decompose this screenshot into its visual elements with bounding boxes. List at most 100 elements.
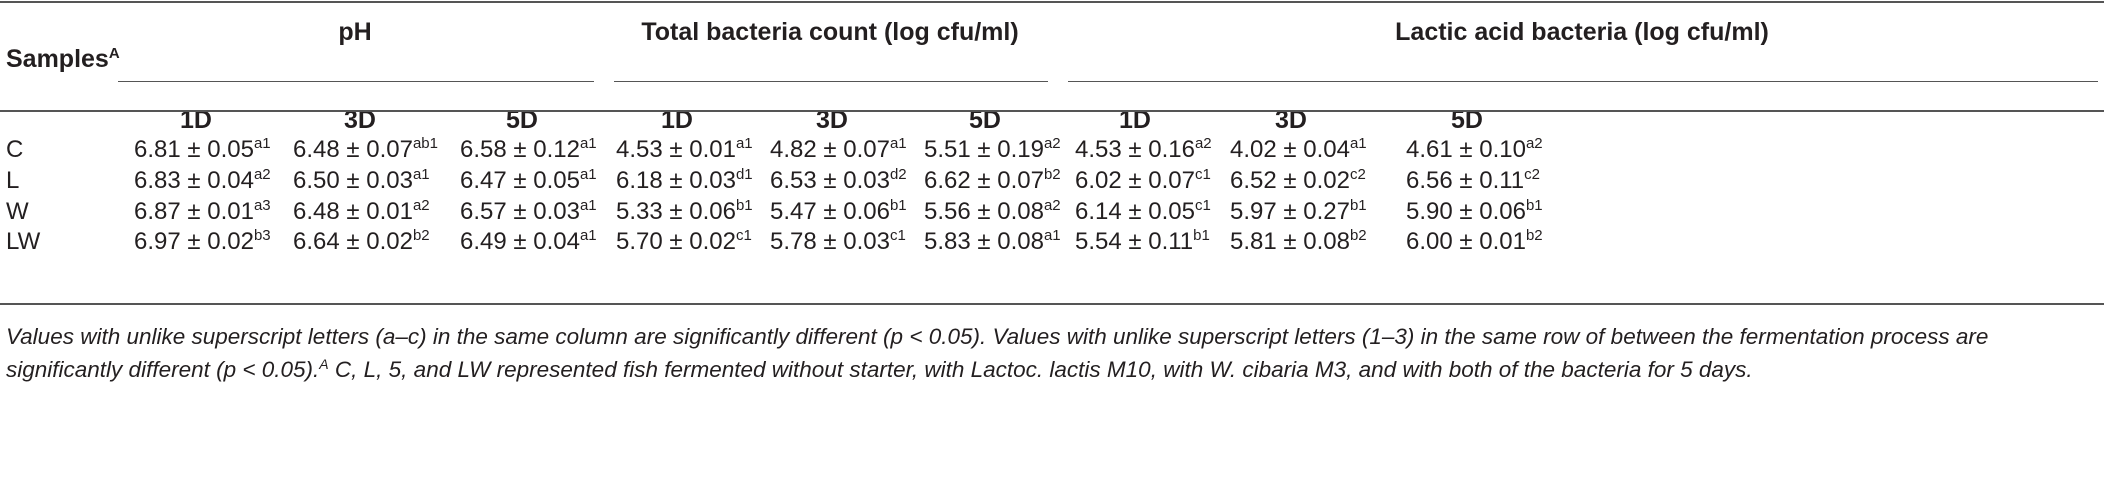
table-cell: 6.53 ± 0.03d2	[770, 167, 907, 195]
cell-superscript: c1	[1194, 166, 1211, 183]
cell-superscript: a1	[579, 197, 597, 214]
row-label: LW	[6, 228, 41, 255]
table-cell: 4.53 ± 0.01a1	[616, 136, 753, 164]
table-cell: 4.53 ± 0.16a2	[1075, 136, 1212, 164]
cell-superscript: c2	[1349, 166, 1366, 183]
cell-value: 6.56 ± 0.11	[1406, 167, 1525, 194]
table-cell: 6.14 ± 0.05c1	[1075, 198, 1211, 226]
cell-value: 5.47 ± 0.06	[770, 198, 890, 225]
table-cell: 6.83 ± 0.04a2	[134, 167, 271, 195]
cell-superscript: a1	[253, 135, 271, 152]
table-cell: 5.70 ± 0.02c1	[616, 228, 752, 256]
cell-value: 6.97 ± 0.02	[134, 228, 254, 255]
cell-superscript: b1	[1525, 197, 1543, 214]
cell-value: 6.49 ± 0.04	[460, 228, 580, 255]
table-cell: 5.90 ± 0.06b1	[1406, 198, 1543, 226]
table-cell: 5.54 ± 0.11b1	[1075, 228, 1210, 256]
cell-value: 4.53 ± 0.01	[616, 136, 736, 163]
cell-superscript: ab1	[412, 135, 438, 152]
cell-value: 5.90 ± 0.06	[1406, 198, 1526, 225]
cell-value: 6.57 ± 0.03	[460, 198, 580, 225]
group-rule-lactic-acid-bacteria	[1068, 81, 2098, 82]
cell-superscript: b2	[1525, 227, 1543, 244]
cell-value: 6.47 ± 0.05	[460, 167, 580, 194]
table-cell: 6.64 ± 0.02b2	[293, 228, 430, 256]
row-label: W	[6, 198, 29, 225]
cell-value: 6.02 ± 0.07	[1075, 167, 1195, 194]
cell-superscript: b1	[735, 197, 753, 214]
cell-value: 4.53 ± 0.16	[1075, 136, 1195, 163]
cell-value: 6.62 ± 0.07	[924, 167, 1044, 194]
cell-superscript: a1	[579, 166, 597, 183]
cell-value: 6.87 ± 0.01	[134, 198, 254, 225]
table-cell: 5.78 ± 0.03c1	[770, 228, 906, 256]
cell-superscript: a1	[412, 166, 430, 183]
cell-value: 6.14 ± 0.05	[1075, 198, 1195, 225]
cell-superscript: b1	[1349, 197, 1367, 214]
cell-value: 5.70 ± 0.02	[616, 228, 736, 255]
cell-superscript: a1	[889, 135, 907, 152]
cell-superscript: b1	[1193, 227, 1210, 244]
table-cell: 6.48 ± 0.01a2	[293, 198, 430, 226]
table-cell: 6.00 ± 0.01b2	[1406, 228, 1543, 256]
cell-value: 6.81 ± 0.05	[134, 136, 254, 163]
cell-value: 5.78 ± 0.03	[770, 228, 890, 255]
cell-superscript: a2	[1043, 135, 1061, 152]
cell-value: 6.48 ± 0.07	[293, 136, 413, 163]
table-cell: 5.97 ± 0.27b1	[1230, 198, 1367, 226]
cell-value: 6.18 ± 0.03	[616, 167, 736, 194]
cell-value: 4.61 ± 0.10	[1406, 136, 1526, 163]
table-cell: 6.50 ± 0.03a1	[293, 167, 430, 195]
cell-value: 6.83 ± 0.04	[134, 167, 254, 194]
table-cell: 4.02 ± 0.04a1	[1230, 136, 1367, 164]
table-cell: 6.62 ± 0.07b2	[924, 167, 1061, 195]
cell-superscript: a2	[412, 197, 430, 214]
cell-value: 4.82 ± 0.07	[770, 136, 890, 163]
samples-header: SamplesA	[6, 45, 120, 73]
table-cell: 4.82 ± 0.07a1	[770, 136, 907, 164]
table-top-rule	[0, 1, 2104, 3]
cell-value: 6.48 ± 0.01	[293, 198, 413, 225]
table-cell: 6.97 ± 0.02b3	[134, 228, 271, 256]
cell-value: 5.56 ± 0.08	[924, 198, 1044, 225]
table-cell: 6.49 ± 0.04a1	[460, 228, 597, 256]
cell-superscript: c2	[1524, 166, 1540, 183]
row-label: L	[6, 167, 20, 194]
row-label: C	[6, 136, 24, 163]
group-rule-ph	[118, 81, 594, 82]
table-footnote: Values with unlike superscript letters (…	[6, 324, 1989, 382]
cell-value: 5.83 ± 0.08	[924, 228, 1044, 255]
cell-superscript: a2	[253, 166, 271, 183]
cell-superscript: c1	[889, 227, 906, 244]
table-cell: 5.33 ± 0.06b1	[616, 198, 753, 226]
group-rule-total-bacteria	[614, 81, 1048, 82]
table-bottom-rule	[0, 303, 2104, 305]
cell-superscript: a3	[253, 197, 271, 214]
cell-value: 4.02 ± 0.04	[1230, 136, 1350, 163]
table-cell: 6.58 ± 0.12a1	[460, 136, 597, 164]
table-cell: 6.52 ± 0.02c2	[1230, 167, 1366, 195]
cell-superscript: a1	[579, 135, 597, 152]
cell-value: 6.52 ± 0.02	[1230, 167, 1350, 194]
table-cell: 6.56 ± 0.11c2	[1406, 167, 1540, 195]
cell-superscript: b2	[1043, 166, 1061, 183]
table-cell: 5.83 ± 0.08a1	[924, 228, 1061, 256]
table-cell: 6.81 ± 0.05a1	[134, 136, 271, 164]
cell-value: 6.53 ± 0.03	[770, 167, 890, 194]
cell-superscript: b1	[889, 197, 907, 214]
table-cell: 4.61 ± 0.10a2	[1406, 136, 1543, 164]
table-cell: 6.02 ± 0.07c1	[1075, 167, 1211, 195]
cell-value: 5.81 ± 0.08	[1230, 228, 1350, 255]
cell-superscript: a1	[1349, 135, 1367, 152]
table-cell: 5.51 ± 0.19a2	[924, 136, 1061, 164]
cell-superscript: c1	[1194, 197, 1211, 214]
table-cell: 5.47 ± 0.06b1	[770, 198, 907, 226]
cell-value: 6.50 ± 0.03	[293, 167, 413, 194]
cell-superscript: b3	[253, 227, 271, 244]
cell-value: 6.64 ± 0.02	[293, 228, 413, 255]
cell-value: 5.97 ± 0.27	[1230, 198, 1350, 225]
cell-superscript: a2	[1043, 197, 1061, 214]
cell-superscript: c1	[735, 227, 752, 244]
cell-superscript: a1	[1043, 227, 1061, 244]
group-header-lactic-acid-bacteria: Lactic acid bacteria (log cfu/ml)	[1395, 18, 1769, 46]
